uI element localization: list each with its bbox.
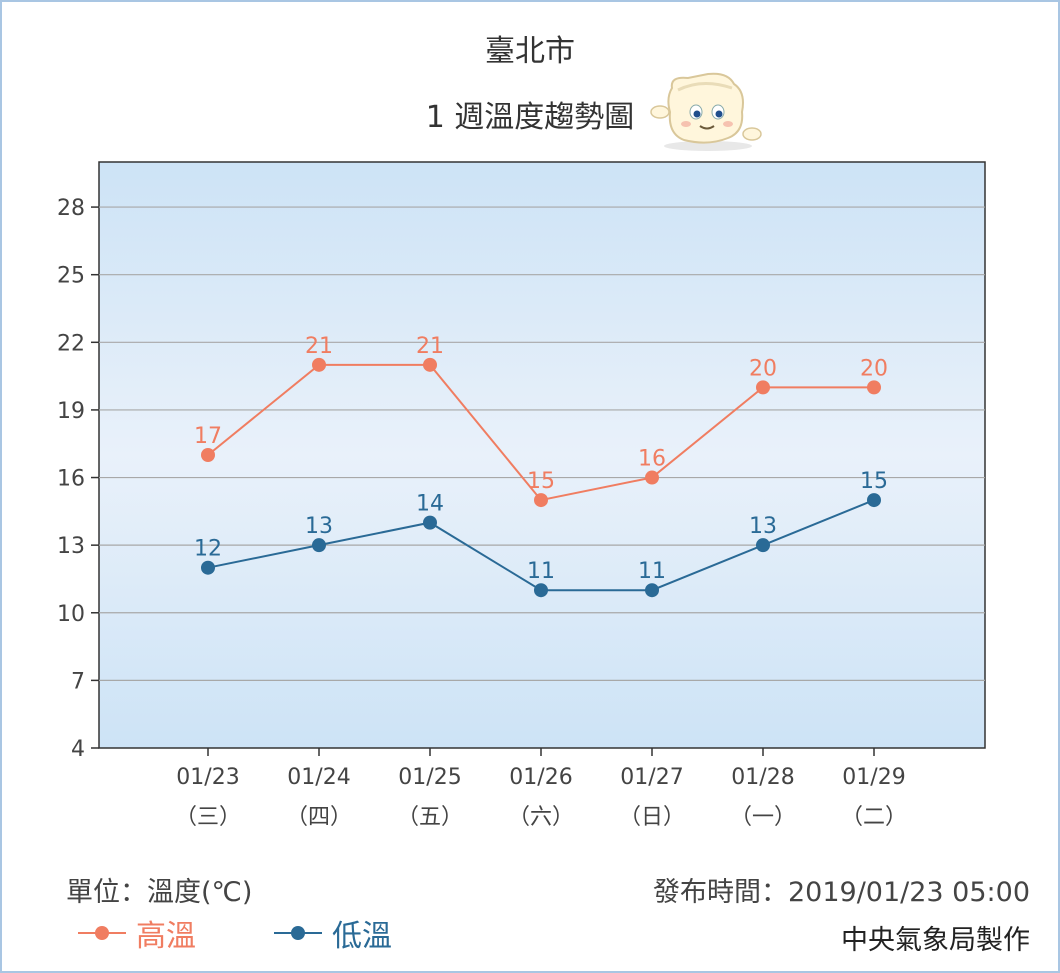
y-axis: 4 7 10 13 16 19 22 25 28: [57, 196, 99, 762]
y-tick-label: 10: [57, 602, 85, 627]
legend-item-high: 高溫: [76, 912, 196, 954]
x-tick-weekday: （四）: [286, 805, 352, 830]
x-tick-label: 01/28: [731, 765, 794, 790]
data-label: 21: [416, 334, 444, 359]
data-label: 21: [305, 334, 333, 359]
x-tick-label: 01/25: [398, 765, 461, 790]
legend-label-high: 高溫: [136, 919, 196, 954]
y-tick-label: 22: [57, 331, 85, 356]
data-label: 13: [305, 514, 333, 539]
legend-marker-high-icon: [78, 926, 126, 940]
data-point: [312, 357, 326, 372]
x-tick-label: 01/24: [287, 765, 350, 790]
data-point: [756, 380, 770, 395]
city-title: 臺北市: [485, 34, 575, 69]
x-tick-weekday: （二）: [841, 805, 907, 830]
data-label: 15: [860, 469, 888, 494]
y-tick-label: 7: [71, 669, 85, 694]
data-label: 17: [194, 424, 222, 449]
data-label: 20: [749, 356, 777, 381]
maker-label: 中央氣象局製作: [841, 925, 1030, 956]
data-point: [423, 357, 437, 372]
data-point: [423, 515, 437, 530]
y-tick-label: 19: [57, 399, 85, 424]
data-point: [312, 538, 326, 553]
data-point: [645, 583, 659, 598]
y-tick-label: 28: [57, 196, 85, 221]
y-tick-label: 13: [57, 534, 85, 559]
y-tick-label: 16: [57, 467, 85, 492]
legend-label-low: 低溫: [332, 919, 392, 954]
legend-item-low: 低溫: [272, 912, 392, 954]
series-group: 17 21 21 15 16 20 20 12 13 14 11 11 13 15: [194, 334, 888, 598]
data-label: 11: [527, 559, 555, 584]
x-tick-label: 01/29: [842, 765, 905, 790]
data-point: [756, 538, 770, 553]
x-tick-label: 01/26: [509, 765, 572, 790]
x-tick-weekday: （一）: [730, 805, 796, 830]
legend-marker-low-icon: [274, 926, 322, 940]
data-point: [867, 380, 881, 395]
data-label: 20: [860, 356, 888, 381]
data-label: 11: [638, 559, 666, 584]
x-tick-label: 01/23: [176, 765, 239, 790]
x-axis: 01/23 （三） 01/24 （四） 01/25 （五） 01/26 （六） 01/27 （日）…: [175, 748, 907, 830]
data-point: [534, 493, 548, 508]
data-label: 16: [638, 447, 666, 472]
x-tick-weekday: （三）: [175, 805, 241, 830]
data-label: 12: [194, 537, 222, 562]
x-tick-weekday: （五）: [397, 805, 463, 830]
data-label: 14: [416, 492, 444, 517]
y-tick-label: 25: [57, 264, 85, 289]
y-tick-label: 4: [71, 737, 85, 762]
data-point: [534, 583, 548, 598]
x-tick-weekday: （六）: [508, 805, 574, 830]
x-tick-label: 01/27: [620, 765, 683, 790]
data-point: [867, 493, 881, 508]
plot-area: [98, 161, 986, 749]
mascot-icon: [650, 72, 762, 151]
chart-subtitle: 1 週溫度趨勢圖: [425, 100, 635, 135]
data-label: 15: [527, 469, 555, 494]
unit-label: 單位：溫度(℃): [66, 877, 253, 908]
data-label: 13: [749, 514, 777, 539]
grid-lines: [99, 206, 985, 681]
issued-time: 發布時間：2019/01/23 05:00: [652, 877, 1030, 908]
x-tick-weekday: （日）: [619, 805, 685, 830]
data-point: [201, 560, 215, 575]
data-point: [645, 470, 659, 485]
data-point: [201, 448, 215, 462]
